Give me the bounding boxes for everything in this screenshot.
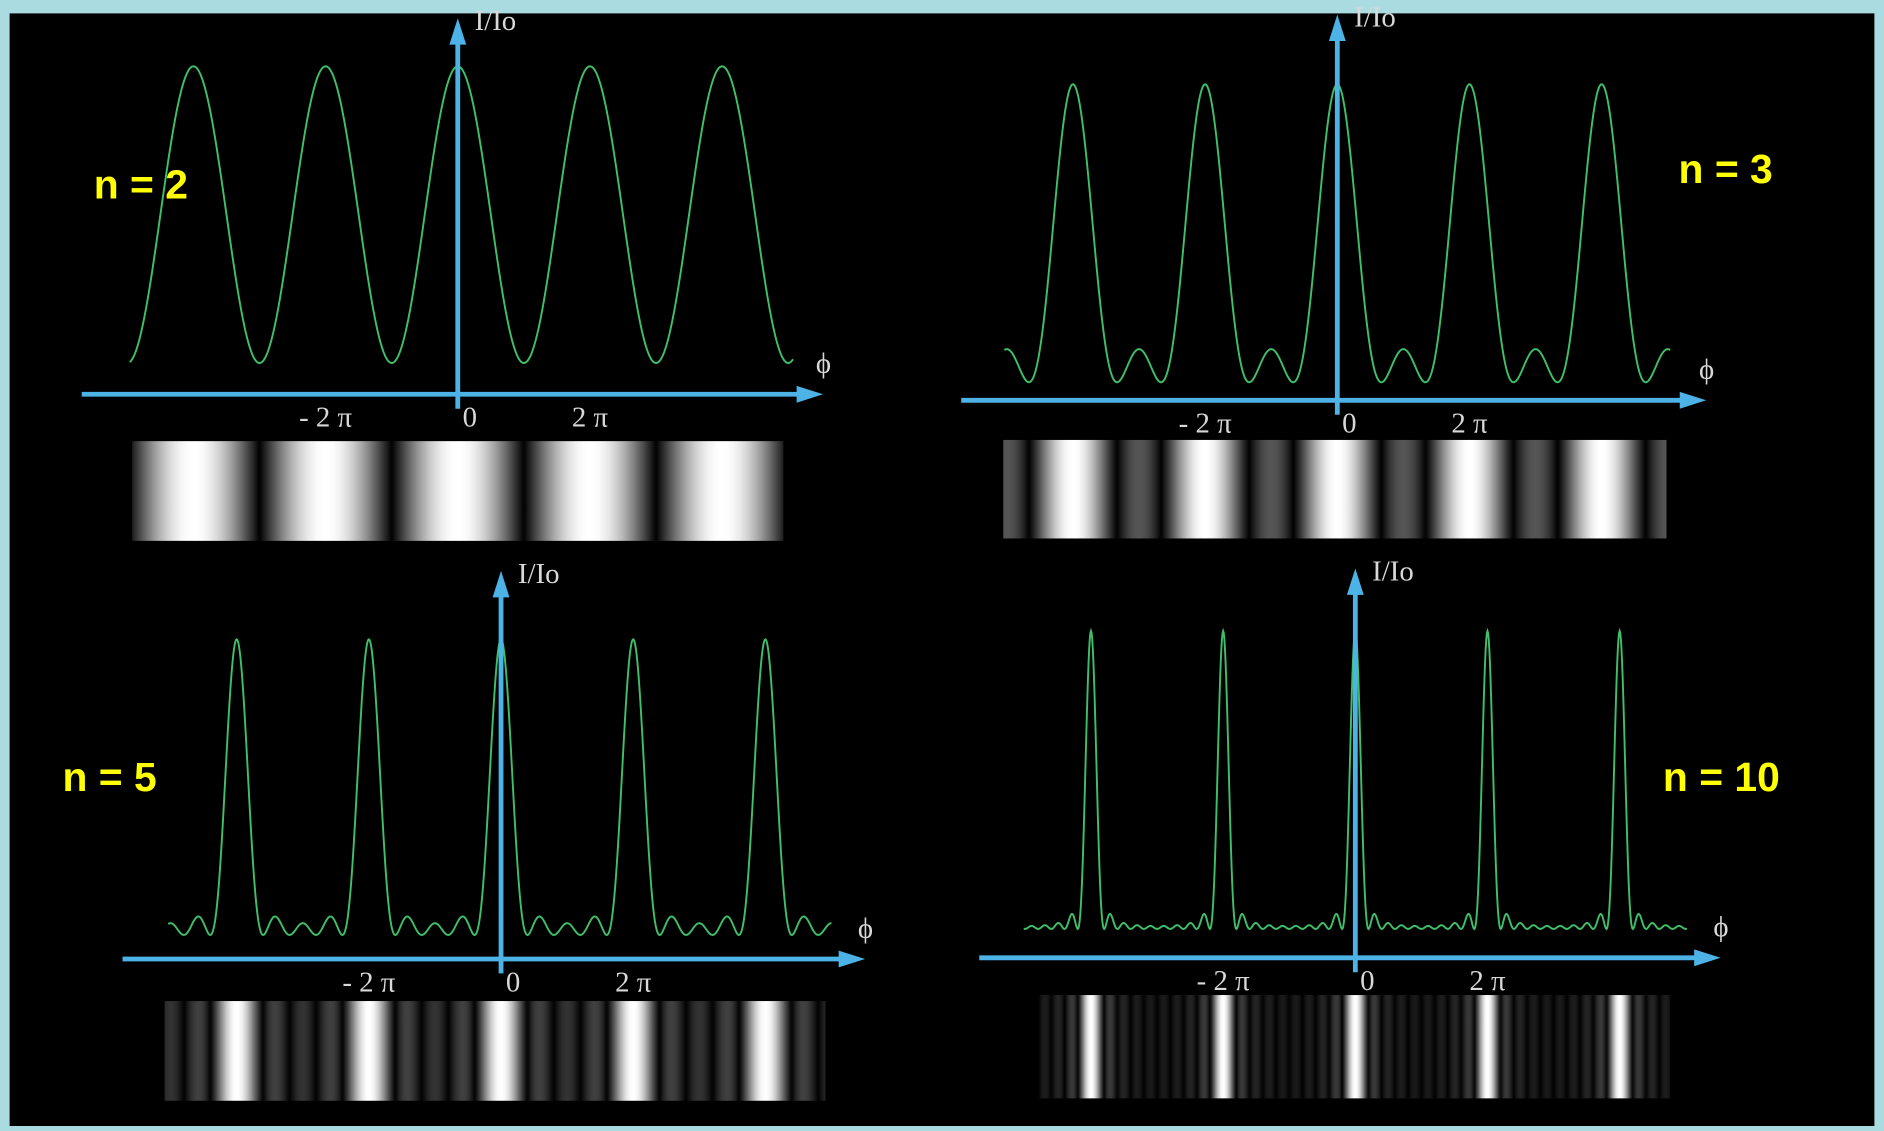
x-tick-label: - 2 π [299,402,352,434]
fringe-pattern [1003,440,1666,539]
x-axis-label: ϕ [858,912,873,944]
y-axis-label: I/Io [1354,2,1396,34]
x-tick-label: 2 π [1469,965,1506,997]
x-axis-label: ϕ [816,348,831,380]
x-tick-label: 2 π [615,966,652,998]
fringe-pattern [1039,995,1670,1098]
x-tick-label: - 2 π [1179,408,1232,440]
fringe-pattern [165,1001,826,1101]
x-tick-label: 2 π [572,402,609,434]
x-tick-label: - 2 π [1197,965,1250,997]
x-tick-label: - 2 π [342,966,395,998]
y-axis-label: I/Io [1372,556,1414,588]
x-tick-label: 0 [463,402,477,434]
panel-label: n = 5 [62,754,156,800]
fringe-pattern [132,441,783,541]
x-axis-label: ϕ [1699,354,1714,386]
y-axis-label: I/Io [475,5,517,37]
x-axis-label: ϕ [1713,911,1728,943]
panel-label: n = 3 [1679,146,1773,192]
x-tick-label: 0 [1342,408,1356,440]
panel-label: n = 2 [94,161,188,207]
x-tick-label: 0 [1360,965,1374,997]
x-tick-label: 0 [506,966,520,998]
slide: I/Io ϕ - 2 π 0 2 π n = 2 I/Io ϕ - 2 π 0 2 π n = 3 I/… [0,0,1884,1131]
panel-label: n = 10 [1663,754,1780,800]
y-axis-label: I/Io [518,558,560,590]
x-tick-label: 2 π [1451,408,1488,440]
